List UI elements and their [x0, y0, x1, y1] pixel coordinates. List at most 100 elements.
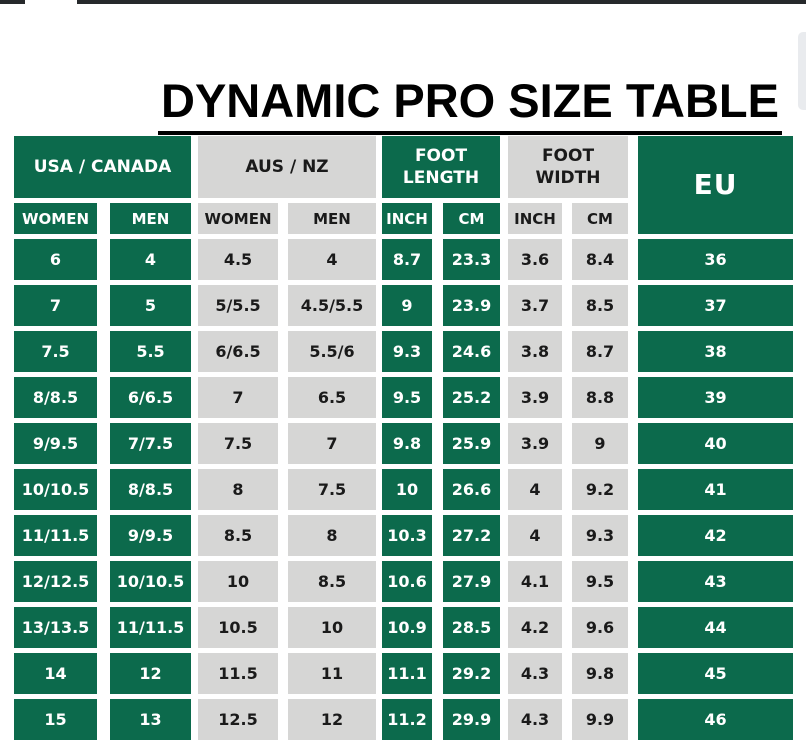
subheader-inch-4: INCH — [382, 203, 432, 234]
data-cell: 5/5.5 — [198, 285, 278, 326]
data-cell: 14 — [14, 653, 97, 694]
data-cell: 27.9 — [443, 561, 500, 602]
data-cell: 3.6 — [508, 239, 562, 280]
data-cell: 4.5 — [198, 239, 278, 280]
data-cell: 10.6 — [382, 561, 432, 602]
data-cell: 5 — [110, 285, 191, 326]
data-cell: 7 — [288, 423, 376, 464]
column-group-header-eu: EU — [638, 136, 793, 234]
data-cell: 36 — [638, 239, 793, 280]
data-cell: 9 — [382, 285, 432, 326]
data-cell: 39 — [638, 377, 793, 418]
data-cell: 9.5 — [572, 561, 628, 602]
data-cell: 8.7 — [382, 239, 432, 280]
data-cell: 9.9 — [572, 699, 628, 740]
subheader-men-3: MEN — [288, 203, 376, 234]
data-cell: 9.3 — [382, 331, 432, 372]
subheader-cm-5: CM — [443, 203, 500, 234]
data-cell: 29.9 — [443, 699, 500, 740]
data-cell: 4 — [110, 239, 191, 280]
data-cell: 29.2 — [443, 653, 500, 694]
data-cell: 42 — [638, 515, 793, 556]
data-cell: 40 — [638, 423, 793, 464]
data-cell: 28.5 — [443, 607, 500, 648]
data-cell: 8.7 — [572, 331, 628, 372]
data-cell: 3.9 — [508, 377, 562, 418]
data-cell: 13/13.5 — [14, 607, 97, 648]
data-cell: 4.1 — [508, 561, 562, 602]
data-cell: 7/7.5 — [110, 423, 191, 464]
data-cell: 9.5 — [382, 377, 432, 418]
data-cell: 12.5 — [198, 699, 278, 740]
data-cell: 7 — [198, 377, 278, 418]
scrollbar-thumb[interactable] — [798, 32, 806, 110]
data-cell: 45 — [638, 653, 793, 694]
column-group-header-foot-width: FOOT WIDTH — [508, 136, 628, 198]
data-cell: 7.5 — [288, 469, 376, 510]
data-cell: 11/11.5 — [110, 607, 191, 648]
data-cell: 5.5/6 — [288, 331, 376, 372]
data-cell: 13 — [110, 699, 191, 740]
data-cell: 10.3 — [382, 515, 432, 556]
data-cell: 4.3 — [508, 699, 562, 740]
data-cell: 12 — [288, 699, 376, 740]
data-cell: 3.8 — [508, 331, 562, 372]
data-cell: 9/9.5 — [14, 423, 97, 464]
data-cell: 4.5/5.5 — [288, 285, 376, 326]
data-cell: 3.7 — [508, 285, 562, 326]
data-cell: 8.5 — [572, 285, 628, 326]
data-cell: 9.6 — [572, 607, 628, 648]
data-cell: 8 — [198, 469, 278, 510]
data-cell: 11.1 — [382, 653, 432, 694]
data-cell: 27.2 — [443, 515, 500, 556]
data-cell: 11 — [288, 653, 376, 694]
data-cell: 8.4 — [572, 239, 628, 280]
data-cell: 12 — [110, 653, 191, 694]
data-cell: 43 — [638, 561, 793, 602]
data-cell: 10 — [198, 561, 278, 602]
data-cell: 9.2 — [572, 469, 628, 510]
data-cell: 38 — [638, 331, 793, 372]
size-table: USA / CANADA AUS / NZ FOOT LENGTH FOOT WIDT… — [14, 136, 793, 740]
data-cell: 12/12.5 — [14, 561, 97, 602]
data-cell: 23.3 — [443, 239, 500, 280]
data-cell: 46 — [638, 699, 793, 740]
column-group-header-aus-nz: AUS / NZ — [198, 136, 376, 198]
data-cell: 6.5 — [288, 377, 376, 418]
data-cell: 8.5 — [198, 515, 278, 556]
window-top-edge — [0, 0, 806, 5]
data-cell: 10/10.5 — [110, 561, 191, 602]
data-cell: 9.3 — [572, 515, 628, 556]
data-cell: 11.2 — [382, 699, 432, 740]
data-cell: 8/8.5 — [110, 469, 191, 510]
data-cell: 10.5 — [198, 607, 278, 648]
data-cell: 6/6.5 — [198, 331, 278, 372]
data-cell: 41 — [638, 469, 793, 510]
data-cell: 8 — [288, 515, 376, 556]
data-cell: 11.5 — [198, 653, 278, 694]
subheader-women-2: WOMEN — [198, 203, 278, 234]
subheader-cm-7: CM — [572, 203, 628, 234]
data-cell: 9 — [572, 423, 628, 464]
subheader-inch-6: INCH — [508, 203, 562, 234]
data-cell: 4.3 — [508, 653, 562, 694]
data-cell: 7.5 — [14, 331, 97, 372]
column-group-header-usa-canada: USA / CANADA — [14, 136, 191, 198]
data-cell: 25.2 — [443, 377, 500, 418]
data-cell: 9/9.5 — [110, 515, 191, 556]
title-row: DYNAMIC PRO SIZE TABLE — [0, 42, 806, 167]
data-cell: 44 — [638, 607, 793, 648]
data-cell: 9.8 — [382, 423, 432, 464]
data-cell: 9.8 — [572, 653, 628, 694]
data-cell: 11/11.5 — [14, 515, 97, 556]
data-cell: 25.9 — [443, 423, 500, 464]
data-cell: 7.5 — [198, 423, 278, 464]
data-cell: 37 — [638, 285, 793, 326]
data-cell: 5.5 — [110, 331, 191, 372]
window-top-edge-main — [77, 0, 806, 4]
column-group-header-foot-length: FOOT LENGTH — [382, 136, 500, 198]
data-cell: 23.9 — [443, 285, 500, 326]
data-cell: 10 — [382, 469, 432, 510]
data-cell: 24.6 — [443, 331, 500, 372]
data-cell: 26.6 — [443, 469, 500, 510]
